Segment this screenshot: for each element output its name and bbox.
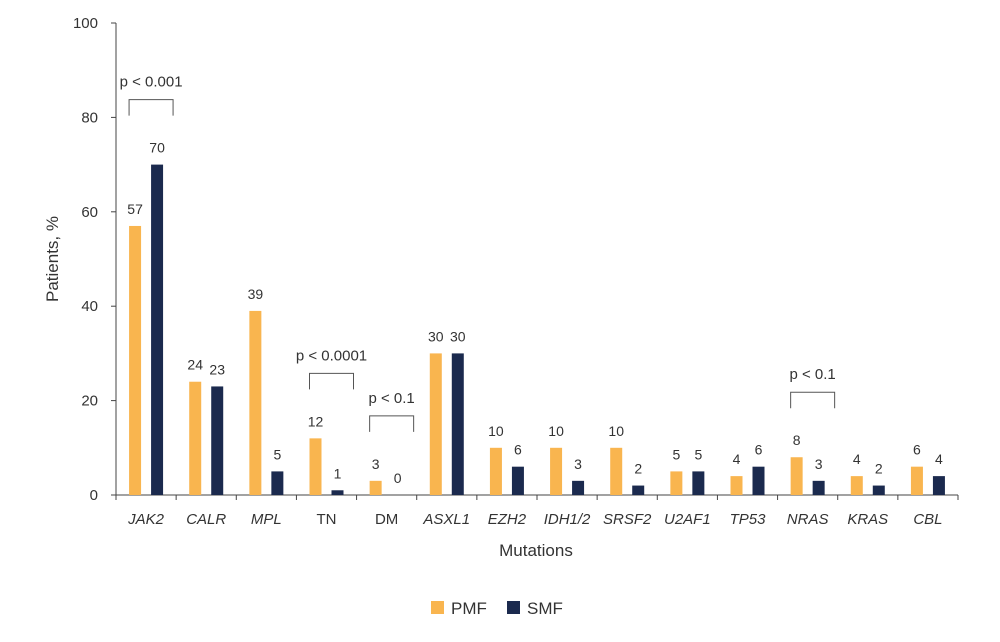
y-tick-label: 100 [73, 15, 98, 32]
legend-swatch-smf [507, 601, 520, 614]
y-tick-label: 60 [81, 204, 98, 221]
bar-pmf-tn [309, 438, 322, 495]
x-tick-label: ASXL1 [422, 511, 470, 528]
value-label: 10 [548, 423, 564, 439]
value-label: 57 [127, 201, 143, 217]
x-tick-label: U2AF1 [664, 511, 711, 528]
significance-bracket [790, 391, 836, 409]
value-label: 10 [608, 423, 624, 439]
bar-pmf-tp53 [730, 476, 743, 495]
value-label: 12 [308, 413, 324, 429]
value-label: 2 [634, 461, 642, 477]
legend: PMF SMF [431, 599, 563, 618]
legend-swatch-pmf [431, 601, 444, 614]
bar-smf-kras [872, 485, 885, 495]
value-label: 39 [248, 286, 264, 302]
bar-pmf-calr [189, 381, 202, 495]
value-label: 1 [334, 465, 342, 481]
bar-smf-ezh2 [511, 466, 524, 495]
significance-bracket [309, 372, 354, 390]
x-tick-label: TN [317, 511, 337, 528]
bar-smf-u2af1 [692, 471, 705, 495]
bar-pmf-asxl1 [429, 353, 442, 495]
x-tick-label: IDH1/2 [544, 511, 591, 528]
y-tick-label: 0 [90, 487, 98, 504]
bar-smf-asxl1 [451, 353, 464, 495]
value-label: 5 [694, 446, 702, 462]
x-tick-label: TP53 [730, 511, 767, 528]
x-tick-label: CALR [186, 511, 226, 528]
value-label: 6 [514, 442, 522, 458]
bar-pmf-srsf2 [610, 447, 623, 495]
value-label: 70 [149, 140, 165, 156]
bar-smf-cbl [932, 476, 945, 495]
bar-pmf-u2af1 [670, 471, 683, 495]
value-label: 23 [209, 361, 225, 377]
bar-pmf-mpl [249, 310, 262, 495]
bar-smf-jak2 [151, 164, 164, 495]
value-label: 30 [428, 328, 444, 344]
value-label: 6 [755, 442, 763, 458]
value-label: 10 [488, 423, 504, 439]
x-tick-label: NRAS [787, 511, 829, 528]
bar-pmf-cbl [910, 466, 923, 495]
bar-smf-idh1-2 [572, 480, 585, 495]
value-label: 30 [450, 328, 466, 344]
value-label: 3 [372, 456, 380, 472]
y-tick-label: 40 [81, 298, 98, 315]
p-value-label: p < 0.1 [789, 366, 835, 383]
bar-pmf-nras [790, 457, 803, 495]
significance-annotations: p < 0.001 p < 0.0001 p < 0.1 p < 0.1 [120, 74, 836, 432]
x-tick-label: MPL [251, 511, 282, 528]
value-label: 5 [273, 446, 281, 462]
x-tick-label: JAK2 [127, 511, 165, 528]
value-label: 2 [875, 461, 883, 477]
legend-label-smf: SMF [527, 599, 563, 618]
bar-smf-mpl [271, 471, 284, 495]
x-tick-label: KRAS [847, 511, 888, 528]
value-label: 5 [672, 446, 680, 462]
value-label: 4 [733, 451, 741, 467]
x-axis-title: Mutations [499, 541, 573, 560]
x-tick-label: EZH2 [488, 511, 527, 528]
p-value-label: p < 0.1 [368, 390, 414, 407]
legend-label-pmf: PMF [451, 599, 487, 618]
bar-pmf-jak2 [129, 225, 142, 495]
p-value-label: p < 0.001 [120, 74, 183, 91]
value-label: 24 [187, 357, 203, 373]
value-label: 8 [793, 432, 801, 448]
value-label: 4 [935, 451, 943, 467]
value-label: 6 [913, 442, 921, 458]
value-label: 3 [574, 456, 582, 472]
y-tick-label: 80 [81, 109, 98, 126]
bar-pmf-idh1-2 [550, 447, 563, 495]
bar-smf-tn [331, 490, 344, 495]
y-tick-label: 20 [81, 393, 98, 410]
x-tick-label: DM [375, 511, 398, 528]
y-axis-title: Patients, % [43, 216, 62, 302]
bar-smf-nras [812, 480, 825, 495]
bar-smf-calr [211, 386, 224, 495]
value-label: 4 [853, 451, 861, 467]
x-tick-label: SRSF2 [603, 511, 652, 528]
bar-pmf-dm [369, 480, 382, 495]
bar-smf-tp53 [752, 466, 765, 495]
significance-bracket [369, 415, 415, 432]
value-label: 3 [815, 456, 823, 472]
significance-bracket [128, 99, 174, 116]
x-tick-label: CBL [913, 511, 942, 528]
bar-smf-srsf2 [632, 485, 645, 495]
bar-pmf-ezh2 [489, 447, 502, 495]
p-value-label: p < 0.0001 [296, 347, 367, 364]
bar-pmf-kras [850, 476, 863, 495]
value-label: 0 [394, 470, 402, 486]
bars [129, 164, 945, 495]
